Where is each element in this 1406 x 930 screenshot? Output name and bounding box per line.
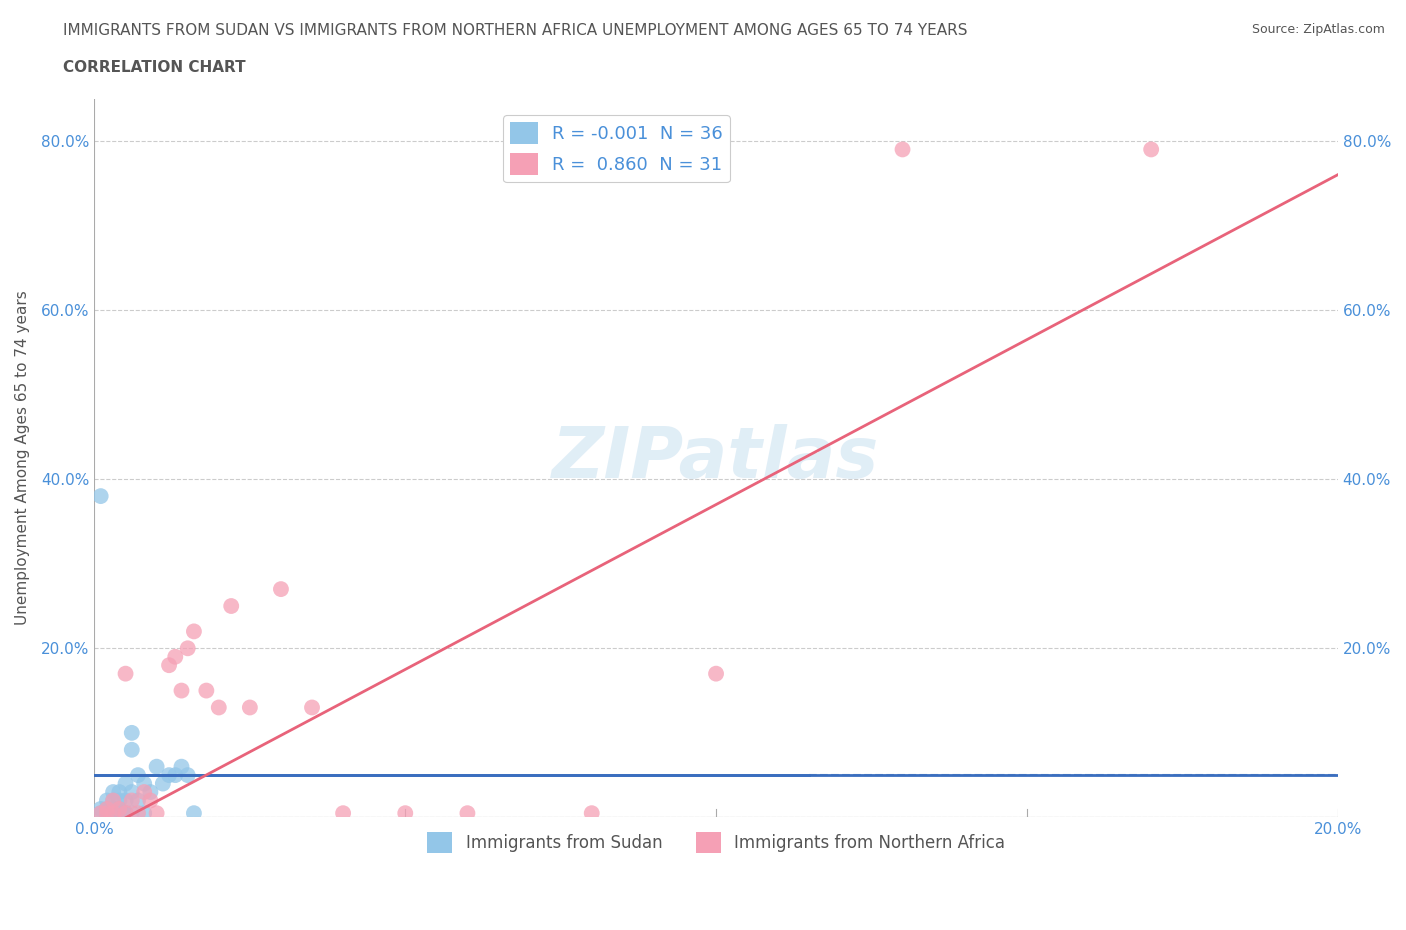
Point	[139, 785, 162, 800]
Point	[208, 700, 231, 715]
Point	[1140, 142, 1163, 157]
Point	[96, 805, 118, 820]
Point	[134, 777, 156, 791]
Point	[101, 805, 124, 820]
Point	[96, 793, 118, 808]
Point	[114, 805, 136, 820]
Point	[152, 777, 174, 791]
Point	[96, 802, 118, 817]
Point	[121, 805, 143, 820]
Point	[301, 700, 323, 715]
Point	[170, 684, 193, 698]
Text: CORRELATION CHART: CORRELATION CHART	[63, 60, 246, 75]
Point	[157, 658, 180, 672]
Point	[177, 767, 200, 782]
Point	[108, 802, 131, 817]
Point	[101, 805, 124, 820]
Point	[704, 666, 727, 681]
Point	[101, 785, 124, 800]
Point	[134, 785, 156, 800]
Point	[581, 805, 603, 820]
Point	[101, 793, 124, 808]
Point	[101, 793, 124, 808]
Point	[108, 793, 131, 808]
Point	[114, 666, 136, 681]
Point	[127, 793, 149, 808]
Point	[101, 805, 124, 820]
Point	[96, 802, 118, 817]
Text: ZIPatlas: ZIPatlas	[553, 423, 880, 493]
Point	[121, 725, 143, 740]
Point	[170, 759, 193, 774]
Point	[90, 805, 112, 820]
Point	[239, 700, 262, 715]
Point	[90, 802, 112, 817]
Point	[108, 802, 131, 817]
Point	[96, 805, 118, 820]
Point	[145, 759, 167, 774]
Point	[183, 624, 205, 639]
Point	[195, 684, 218, 698]
Text: IMMIGRANTS FROM SUDAN VS IMMIGRANTS FROM NORTHERN AFRICA UNEMPLOYMENT AMONG AGES: IMMIGRANTS FROM SUDAN VS IMMIGRANTS FROM…	[63, 23, 967, 38]
Point	[121, 742, 143, 757]
Point	[332, 805, 354, 820]
Point	[101, 802, 124, 817]
Text: Source: ZipAtlas.com: Source: ZipAtlas.com	[1251, 23, 1385, 36]
Point	[114, 805, 136, 820]
Point	[96, 805, 118, 820]
Point	[183, 805, 205, 820]
Point	[108, 785, 131, 800]
Point	[127, 767, 149, 782]
Point	[127, 805, 149, 820]
Point	[165, 767, 187, 782]
Point	[270, 581, 292, 596]
Point	[139, 793, 162, 808]
Point	[121, 793, 143, 808]
Point	[891, 142, 914, 157]
Point	[177, 641, 200, 656]
Point	[90, 488, 112, 503]
Point	[219, 599, 242, 614]
Point	[145, 805, 167, 820]
Point	[114, 777, 136, 791]
Point	[121, 785, 143, 800]
Point	[456, 805, 478, 820]
Point	[90, 805, 112, 820]
Point	[134, 805, 156, 820]
Point	[114, 805, 136, 820]
Point	[157, 767, 180, 782]
Point	[394, 805, 416, 820]
Point	[108, 805, 131, 820]
Point	[165, 649, 187, 664]
Point	[114, 793, 136, 808]
Y-axis label: Unemployment Among Ages 65 to 74 years: Unemployment Among Ages 65 to 74 years	[15, 291, 30, 626]
Legend: Immigrants from Sudan, Immigrants from Northern Africa: Immigrants from Sudan, Immigrants from N…	[420, 826, 1011, 859]
